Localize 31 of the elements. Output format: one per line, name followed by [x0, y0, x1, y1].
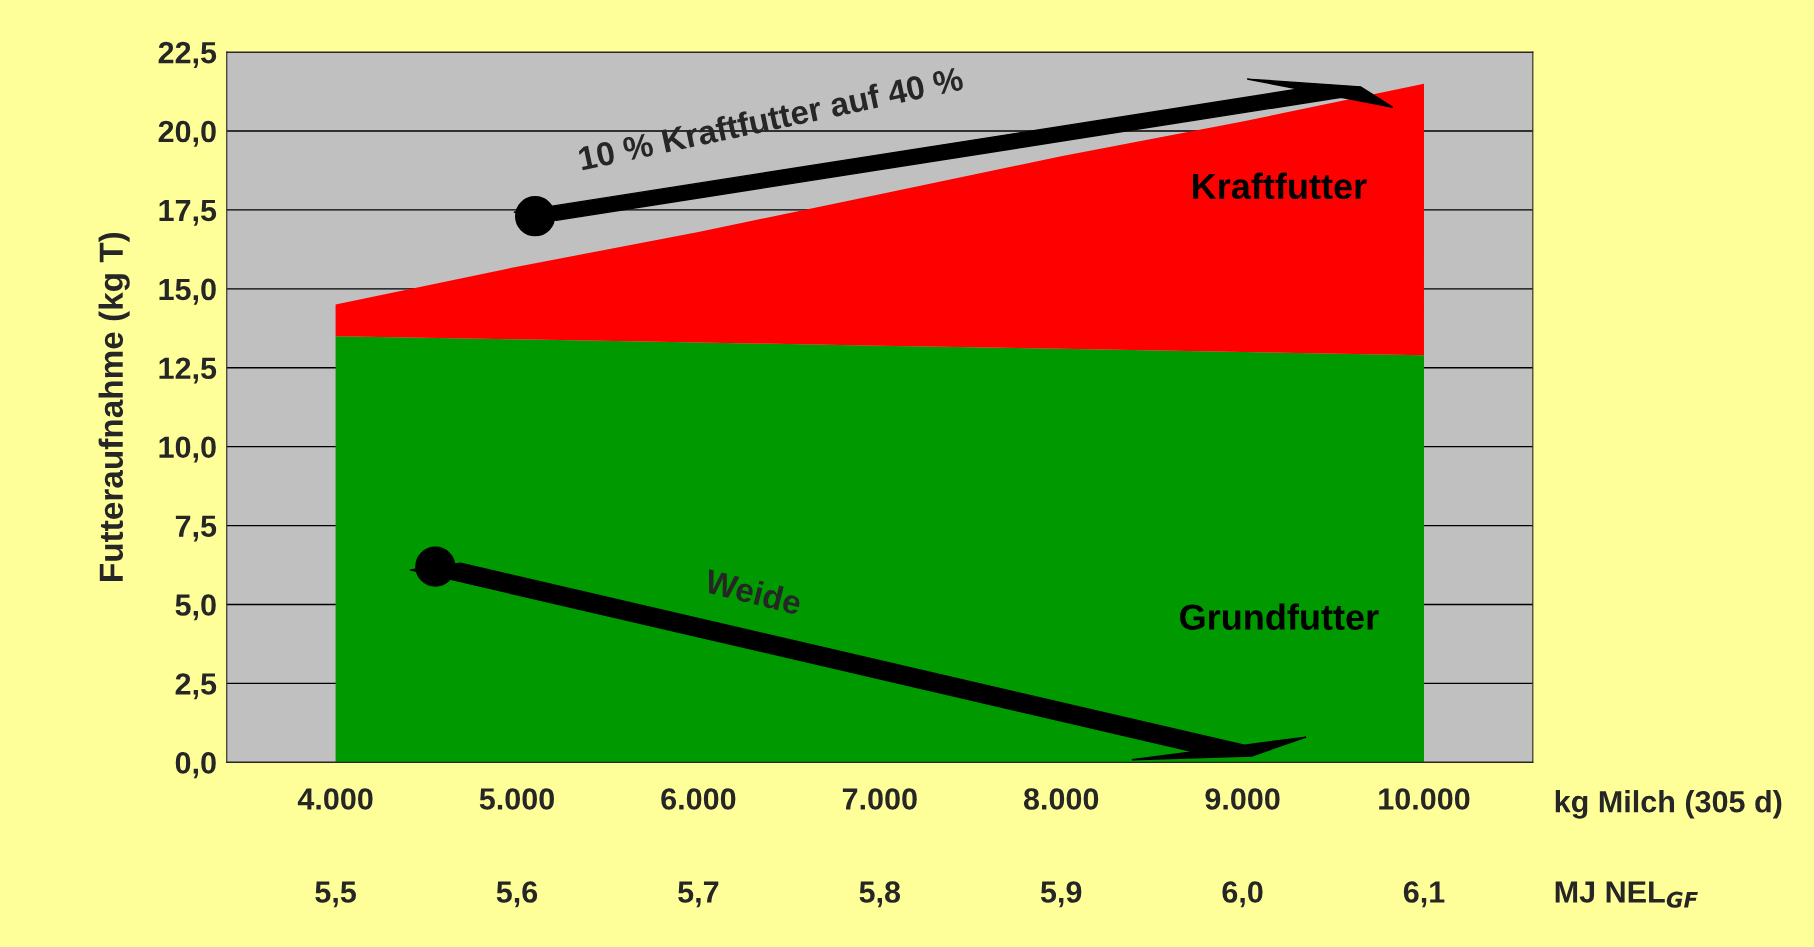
y-tick-label: 0,0: [175, 752, 216, 779]
text: MJ NEL$_{GF}$: [1555, 881, 1698, 908]
text: 6,1: [1403, 881, 1445, 908]
y-tick-label: 2,5: [175, 673, 217, 700]
text: 5,9: [1040, 881, 1082, 908]
text: 5,8: [859, 881, 901, 908]
y-tick-label: 17,5: [159, 199, 217, 226]
y-tick-label: 7,5: [175, 515, 217, 542]
x-tick-label: 4.000: [297, 788, 373, 810]
x-axis-title: kg Milch (305 d): [1555, 790, 1782, 819]
x-tick-label: 10.000: [1379, 788, 1470, 810]
y-tick-label: 20,0: [158, 120, 216, 147]
y-tick-label: 22,5: [158, 41, 217, 68]
annotation: 10 % Kraftfutter auf 40 %: [577, 65, 965, 171]
y-axis-title: Futteraufnahme (kg T): [98, 232, 130, 581]
x-tick-label: 5.000: [479, 788, 554, 810]
y-tick-label: 10,0: [159, 436, 216, 463]
text: 5,7: [678, 881, 719, 908]
y-tick-label: 12,5: [159, 357, 217, 384]
x-tick-label: 8.000: [1023, 788, 1099, 810]
text: 5,6: [496, 881, 538, 908]
text: 6,0: [1222, 881, 1263, 908]
y-tick-label: 15,0: [159, 278, 216, 305]
x-tick-label: 7.000: [842, 788, 917, 810]
x-tick-label: 9.000: [1205, 788, 1280, 810]
series-label: Grundfutter: [1180, 603, 1379, 630]
y-tick-label: 5,0: [175, 594, 216, 621]
x-tick-label: 6.000: [661, 788, 736, 810]
series-label: Kraftfutter: [1193, 172, 1367, 200]
annotation: Weide: [703, 568, 803, 616]
text: 5,5: [315, 881, 356, 908]
